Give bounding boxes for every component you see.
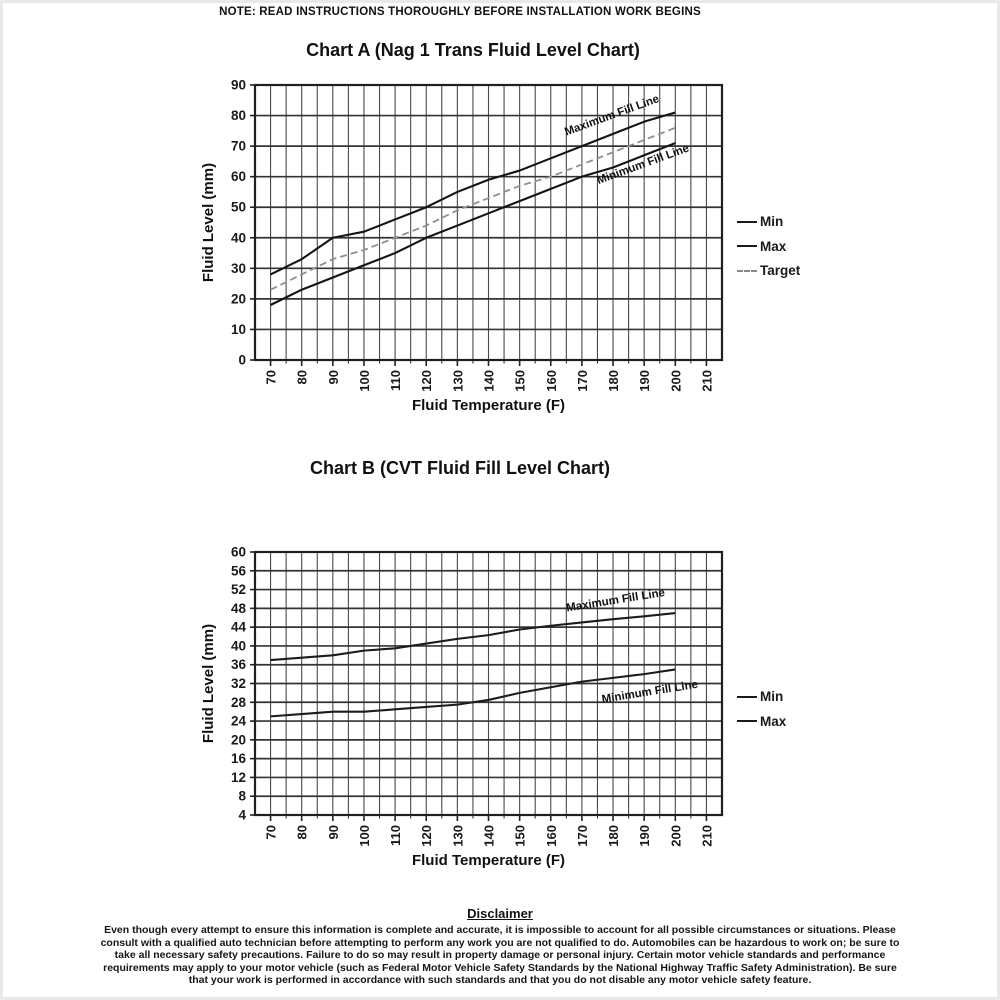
x-tick-label: 170	[575, 370, 590, 392]
series-line-min	[270, 668, 676, 718]
legend-label: Target	[760, 263, 801, 278]
x-tick-label: 130	[450, 370, 465, 392]
y-tick-label: 50	[231, 200, 246, 215]
legend-item-min: Min	[737, 690, 786, 704]
x-tick-label: 160	[544, 825, 559, 847]
chart-a-plot: 70 80 90 100 110 120 130 140 150 160 170 180 190 200 2…	[200, 78, 724, 414]
legend-item-max: Max	[737, 238, 800, 254]
x-tick-label: 180	[606, 370, 621, 392]
x-tick-label: 80	[295, 825, 310, 839]
legend-line-sample	[737, 245, 757, 248]
x-tick-label: 120	[419, 370, 434, 392]
y-tick-label: 52	[231, 582, 246, 597]
x-tick-label: 140	[482, 825, 497, 847]
x-axis-title: Fluid Temperature (F)	[412, 397, 565, 414]
y-tick-label: 90	[231, 78, 246, 93]
disclaimer-heading: Disclaimer	[467, 906, 533, 921]
annotation-minimum-fill-line: Minimum Fill Line	[595, 142, 690, 186]
x-tick-label: 100	[357, 825, 372, 847]
y-tick-label: 60	[231, 545, 246, 560]
x-tick-label: 200	[668, 370, 683, 392]
x-tick-label: 150	[513, 825, 528, 847]
chart-a-title: Chart A (Nag 1 Trans Fluid Level Chart)	[306, 40, 640, 60]
series-line-min	[270, 142, 676, 306]
x-axis-title: Fluid Temperature (F)	[412, 852, 565, 869]
chart-b-title: Chart B (CVT Fluid Fill Level Chart)	[309, 458, 610, 478]
y-tick-label: 24	[231, 714, 247, 729]
series-line-max	[270, 111, 676, 276]
y-tick-label: 70	[231, 139, 246, 154]
x-tick-label: 210	[699, 370, 714, 392]
x-tick-label: 110	[388, 825, 403, 846]
legend-label: Max	[760, 713, 787, 729]
legend-label: Min	[760, 214, 784, 229]
legend-line-sample	[737, 720, 757, 723]
y-tick-label: 40	[231, 230, 246, 245]
chart-b-legend: Min Max	[737, 690, 786, 739]
x-tick-label: 80	[295, 370, 310, 384]
y-tick-label: 20	[231, 291, 246, 306]
disclaimer-text: Even though every attempt to ensure this…	[100, 924, 900, 987]
legend-line-sample	[737, 269, 757, 272]
y-tick-label: 44	[231, 620, 247, 635]
series-line-max	[270, 612, 676, 662]
y-tick-label: 20	[231, 732, 246, 747]
x-tick-label: 190	[637, 370, 652, 392]
legend-label: Min	[760, 689, 784, 704]
y-tick-label: 80	[231, 108, 246, 123]
y-tick-label: 32	[231, 676, 246, 691]
y-tick-label: 10	[231, 322, 246, 337]
legend-item-min: Min	[737, 215, 800, 229]
x-tick-label: 140	[482, 370, 497, 392]
x-tick-label: 180	[606, 825, 621, 847]
x-tick-label: 210	[699, 825, 714, 847]
x-tick-label: 130	[450, 825, 465, 847]
x-tick-label: 110	[388, 370, 403, 391]
x-tick-label: 160	[544, 370, 559, 392]
legend-label: Max	[760, 238, 787, 254]
x-tick-label: 90	[326, 825, 341, 839]
y-axis-ticks: 0 10 20 30 40 50 60 70 80 90	[231, 78, 255, 368]
y-axis-title: Fluid Level (mm)	[200, 163, 217, 282]
series-line-target	[270, 126, 676, 291]
x-axis-ticks: 70 80 90 100 110 120 130 140 150 160 170 180 190 200 2…	[264, 360, 714, 392]
legend-item-max: Max	[737, 713, 787, 729]
y-axis-title: Fluid Level (mm)	[200, 624, 217, 743]
x-tick-label: 70	[264, 370, 279, 384]
y-tick-label: 28	[231, 695, 247, 710]
chart-b-plot: 70 80 90 100 110 120 130 140 150 160 170 180 190 200 2…	[200, 545, 724, 869]
y-tick-label: 56	[231, 563, 247, 578]
y-tick-label: 40	[231, 638, 246, 653]
x-tick-label: 150	[513, 370, 528, 392]
y-tick-label: 16	[231, 751, 247, 766]
legend-item-target: Target	[737, 264, 800, 278]
x-tick-label: 90	[326, 370, 341, 384]
y-tick-label: 12	[231, 770, 246, 785]
x-tick-label: 170	[575, 825, 590, 847]
y-tick-label: 30	[231, 261, 246, 276]
x-tick-label: 200	[668, 825, 683, 847]
x-tick-label: 70	[264, 825, 279, 839]
y-tick-label: 36	[231, 657, 247, 672]
x-axis-ticks: 70 80 90 100 110 120 130 140 150 160 170 180 190 200 2…	[264, 815, 714, 847]
y-tick-label: 4	[238, 808, 246, 823]
installation-note: NOTE: READ INSTRUCTIONS THOROUGHLY BEFOR…	[219, 6, 701, 18]
x-tick-label: 100	[357, 370, 372, 392]
y-tick-label: 48	[231, 601, 247, 616]
y-tick-label: 8	[238, 789, 246, 804]
y-tick-label: 60	[231, 169, 246, 184]
legend-line-sample	[737, 695, 757, 698]
legend-line-sample	[737, 220, 757, 223]
y-tick-label: 0	[238, 353, 246, 368]
gridlines	[255, 552, 722, 815]
x-tick-label: 120	[419, 825, 434, 847]
chart-a-legend: Min Max Target	[737, 215, 800, 289]
gridlines	[255, 85, 722, 360]
annotation-maximum-fill-line: Maximum Fill Line	[566, 587, 666, 614]
x-tick-label: 190	[637, 825, 652, 847]
